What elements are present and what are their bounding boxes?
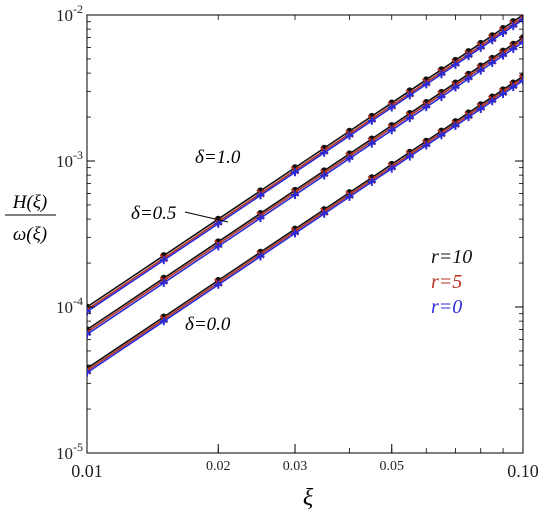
marker-r0 — [422, 103, 431, 112]
marker-r0 — [509, 22, 518, 31]
marker-r0 — [159, 278, 168, 287]
y-tick-label: 10-4 — [56, 294, 83, 317]
marker-r0 — [451, 121, 460, 130]
series-line-r0 — [87, 41, 523, 335]
marker-r0 — [422, 141, 431, 150]
group-label: δ=1.0 — [195, 147, 241, 168]
marker-r0 — [405, 91, 414, 100]
group-label-pointer — [184, 211, 229, 223]
annotations: δ=1.0 δ=0.5 δ=0.0 — [131, 147, 241, 335]
marker-r0 — [214, 219, 223, 228]
y-tick-label: 10-3 — [56, 148, 83, 171]
marker-r0 — [519, 38, 523, 47]
series-line-r10 — [87, 75, 523, 370]
marker-r0 — [437, 70, 446, 79]
marker-r0 — [422, 80, 431, 89]
marker-r0 — [256, 191, 265, 200]
marker-r0 — [256, 252, 265, 261]
marker-r0 — [509, 83, 518, 92]
group-label: δ=0.5 — [131, 203, 176, 224]
marker-r0 — [451, 60, 460, 69]
marker-r0 — [367, 177, 376, 186]
marker-r0 — [476, 66, 485, 75]
marker-r0 — [519, 76, 523, 85]
group-label: δ=0.0 — [185, 314, 231, 335]
x-tick-label: 0.01 — [71, 461, 103, 481]
x-tick-label: 0.10 — [507, 461, 539, 481]
marker-r0 — [367, 116, 376, 125]
marker-r0 — [509, 44, 518, 53]
marker-r0 — [451, 83, 460, 92]
marker-r0 — [519, 15, 523, 24]
marker-r0 — [405, 114, 414, 123]
plot-area — [86, 14, 524, 454]
marker-r0 — [387, 164, 396, 173]
series-line-r10 — [87, 15, 523, 308]
marker-r0 — [87, 307, 91, 316]
marker-r0 — [437, 92, 446, 101]
legend-entry-r5: r=5 — [431, 271, 462, 293]
x-axis: 0.01 0.02 0.03 0.05 0.10 — [71, 15, 539, 481]
marker-r0 — [405, 152, 414, 161]
marker-r0 — [320, 209, 329, 218]
y-axis: 10-5 10-4 10-3 10-2 — [56, 2, 523, 463]
x-axis-label: ξ — [303, 485, 314, 511]
marker-r0 — [320, 171, 329, 180]
x-tick-label: 0.03 — [283, 459, 308, 474]
marker-r0 — [464, 52, 473, 61]
y-axis-label-denominator: ω(ξ) — [13, 224, 47, 245]
marker-r0 — [291, 190, 300, 199]
marker-r0 — [499, 90, 508, 99]
series-line-r10 — [87, 36, 523, 331]
x-tick-label: 0.05 — [380, 459, 405, 474]
marker-r0 — [291, 229, 300, 238]
marker-r0 — [499, 51, 508, 60]
marker-r0 — [488, 58, 497, 67]
marker-r0 — [476, 43, 485, 52]
y-tick-label: 10-5 — [56, 440, 83, 463]
plot-frame — [86, 14, 524, 454]
marker-r0 — [214, 280, 223, 289]
marker-r0 — [464, 113, 473, 122]
series-layer — [87, 15, 523, 377]
y-axis-label-numerator: H(ξ) — [12, 192, 48, 213]
marker-r0 — [488, 97, 497, 106]
y-tick-label: 10-2 — [56, 2, 83, 25]
marker-r0 — [488, 36, 497, 45]
marker-r0 — [387, 126, 396, 135]
x-tick-label: 0.02 — [206, 459, 231, 474]
legend: r=10 r=5 r=0 — [431, 246, 472, 318]
legend-entry-r10: r=10 — [431, 246, 472, 268]
marker-r0 — [476, 104, 485, 113]
legend-entry-r0: r=0 — [431, 296, 462, 318]
marker-r0 — [499, 28, 508, 37]
marker-r0 — [291, 168, 300, 177]
marker-r0 — [159, 256, 168, 265]
series-line-r0 — [87, 80, 523, 374]
marker-r0 — [214, 242, 223, 251]
marker-r0 — [464, 74, 473, 83]
marker-r0 — [256, 214, 265, 223]
marker-r0 — [345, 131, 354, 140]
marker-r0 — [345, 154, 354, 163]
marker-r0 — [387, 103, 396, 112]
marker-r0 — [320, 148, 329, 157]
marker-r0 — [345, 192, 354, 201]
marker-r0 — [159, 317, 168, 326]
marker-r0 — [87, 368, 91, 377]
marker-r0 — [437, 131, 446, 140]
series-line-r0 — [87, 18, 523, 313]
marker-r0 — [367, 139, 376, 148]
marker-r0 — [87, 330, 91, 339]
